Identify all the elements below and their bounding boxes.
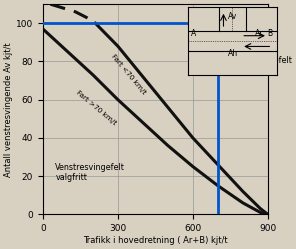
Y-axis label: Antall venstresvingende Av kjt/t: Antall venstresvingende Av kjt/t [4,42,13,177]
Text: Ah: Ah [228,49,238,58]
Text: A: A [191,29,196,38]
Text: B: B [267,29,272,38]
X-axis label: Trafikk i hovedretning ( Ar+B) kjt/t: Trafikk i hovedretning ( Ar+B) kjt/t [83,236,228,245]
Text: Fart <70 km/t: Fart <70 km/t [110,54,147,96]
Text: Ar: Ar [255,29,263,38]
Text: Fart >70 km/t: Fart >70 km/t [75,90,118,126]
Text: Venstresvingefelt
ønskelig: Venstresvingefelt ønskelig [223,56,293,75]
Text: Av: Av [228,12,237,21]
Text: Venstresvingefelt
valgfritt: Venstresvingefelt valgfritt [55,163,125,182]
